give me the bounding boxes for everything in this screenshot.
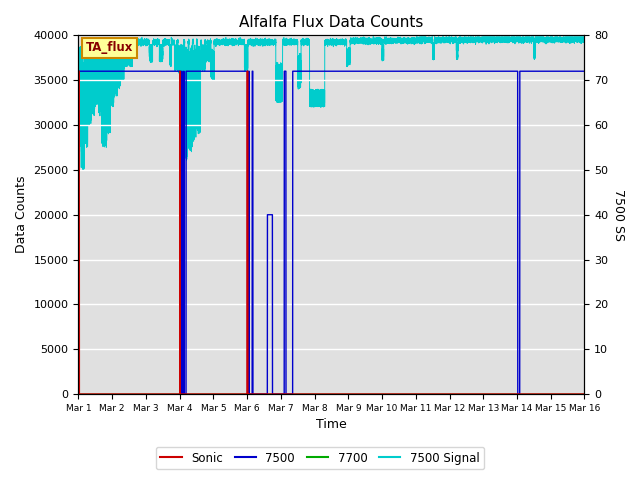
Y-axis label: Data Counts: Data Counts	[15, 176, 28, 253]
Y-axis label: 7500 SS: 7500 SS	[612, 189, 625, 241]
Title: Alfalfa Flux Data Counts: Alfalfa Flux Data Counts	[239, 15, 424, 30]
Legend: Sonic, 7500, 7700, 7500 Signal: Sonic, 7500, 7700, 7500 Signal	[156, 447, 484, 469]
X-axis label: Time: Time	[316, 419, 347, 432]
Text: TA_flux: TA_flux	[86, 41, 133, 54]
